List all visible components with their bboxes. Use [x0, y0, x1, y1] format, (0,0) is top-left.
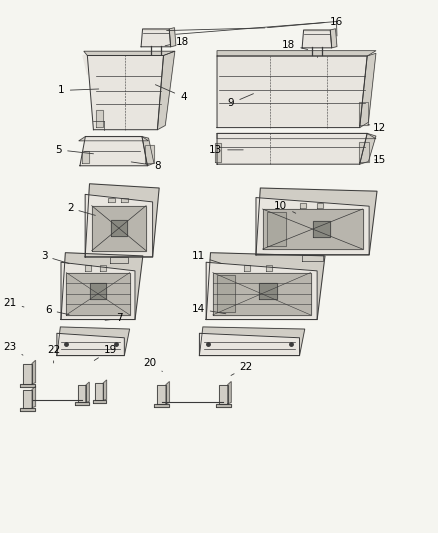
Polygon shape	[95, 383, 103, 400]
Text: 19: 19	[94, 345, 117, 360]
Polygon shape	[84, 51, 175, 55]
Text: 13: 13	[209, 145, 243, 155]
Polygon shape	[141, 29, 171, 47]
Polygon shape	[262, 209, 363, 249]
Text: 22: 22	[47, 345, 60, 363]
Text: 11: 11	[191, 251, 222, 263]
Polygon shape	[85, 195, 152, 257]
Polygon shape	[317, 203, 323, 208]
Text: 4: 4	[155, 85, 187, 102]
Polygon shape	[199, 333, 300, 356]
Polygon shape	[228, 382, 231, 403]
Polygon shape	[108, 198, 115, 202]
Polygon shape	[213, 272, 311, 315]
Polygon shape	[145, 144, 154, 163]
Polygon shape	[217, 275, 235, 312]
Polygon shape	[166, 382, 170, 403]
Polygon shape	[256, 198, 369, 255]
Text: 12: 12	[368, 123, 386, 133]
Polygon shape	[32, 360, 35, 384]
Polygon shape	[217, 51, 376, 56]
Polygon shape	[360, 133, 376, 164]
Polygon shape	[23, 390, 32, 408]
Text: 9: 9	[228, 94, 254, 108]
Polygon shape	[244, 265, 251, 271]
Text: 18: 18	[165, 37, 189, 47]
Polygon shape	[157, 385, 166, 403]
Polygon shape	[302, 30, 332, 48]
Text: 1: 1	[58, 85, 99, 95]
Polygon shape	[302, 255, 323, 261]
Polygon shape	[215, 143, 221, 162]
Polygon shape	[57, 333, 124, 356]
Polygon shape	[217, 133, 367, 164]
Polygon shape	[57, 327, 130, 356]
Polygon shape	[206, 253, 325, 319]
Polygon shape	[360, 53, 376, 127]
Polygon shape	[78, 385, 86, 402]
Text: 5: 5	[56, 145, 93, 155]
Polygon shape	[103, 380, 106, 400]
Polygon shape	[330, 29, 337, 48]
Polygon shape	[100, 265, 106, 271]
Polygon shape	[359, 102, 368, 125]
Polygon shape	[142, 136, 154, 166]
Polygon shape	[256, 188, 377, 255]
Polygon shape	[300, 203, 306, 208]
Polygon shape	[110, 257, 127, 263]
Text: 21: 21	[4, 297, 24, 308]
Polygon shape	[90, 283, 106, 299]
Polygon shape	[87, 55, 163, 130]
Polygon shape	[32, 386, 35, 408]
Text: 6: 6	[45, 305, 69, 315]
Text: 10: 10	[274, 200, 296, 213]
Polygon shape	[86, 382, 89, 402]
Polygon shape	[217, 133, 376, 139]
Polygon shape	[66, 272, 130, 315]
Polygon shape	[157, 51, 175, 130]
Text: 15: 15	[373, 156, 386, 165]
Polygon shape	[85, 265, 91, 271]
Polygon shape	[92, 206, 146, 251]
Polygon shape	[206, 262, 317, 319]
Polygon shape	[20, 408, 35, 411]
Text: 18: 18	[282, 40, 307, 50]
Polygon shape	[216, 403, 231, 407]
Polygon shape	[359, 142, 369, 162]
Polygon shape	[169, 28, 176, 47]
Polygon shape	[61, 262, 135, 319]
Polygon shape	[95, 110, 103, 127]
Polygon shape	[82, 151, 88, 163]
Text: 16: 16	[268, 17, 343, 28]
Polygon shape	[267, 212, 286, 246]
Polygon shape	[259, 283, 277, 299]
Text: 7: 7	[105, 313, 123, 324]
Text: 20: 20	[144, 358, 162, 372]
Polygon shape	[111, 220, 127, 236]
Polygon shape	[219, 385, 228, 403]
Text: 22: 22	[231, 362, 253, 375]
Polygon shape	[61, 253, 143, 319]
Polygon shape	[313, 221, 330, 237]
Polygon shape	[85, 184, 159, 257]
Text: 3: 3	[41, 251, 69, 264]
Polygon shape	[92, 400, 106, 403]
Polygon shape	[266, 265, 272, 271]
Polygon shape	[83, 55, 168, 74]
Polygon shape	[79, 136, 148, 141]
Polygon shape	[20, 384, 35, 387]
Polygon shape	[199, 327, 305, 356]
Polygon shape	[75, 402, 88, 406]
Polygon shape	[80, 136, 148, 166]
Text: 2: 2	[67, 203, 95, 215]
Polygon shape	[23, 364, 32, 384]
Text: 23: 23	[4, 342, 23, 355]
Text: 8: 8	[131, 161, 160, 171]
Text: 14: 14	[191, 304, 226, 314]
Polygon shape	[217, 56, 367, 127]
Polygon shape	[154, 403, 169, 407]
Polygon shape	[121, 198, 127, 202]
